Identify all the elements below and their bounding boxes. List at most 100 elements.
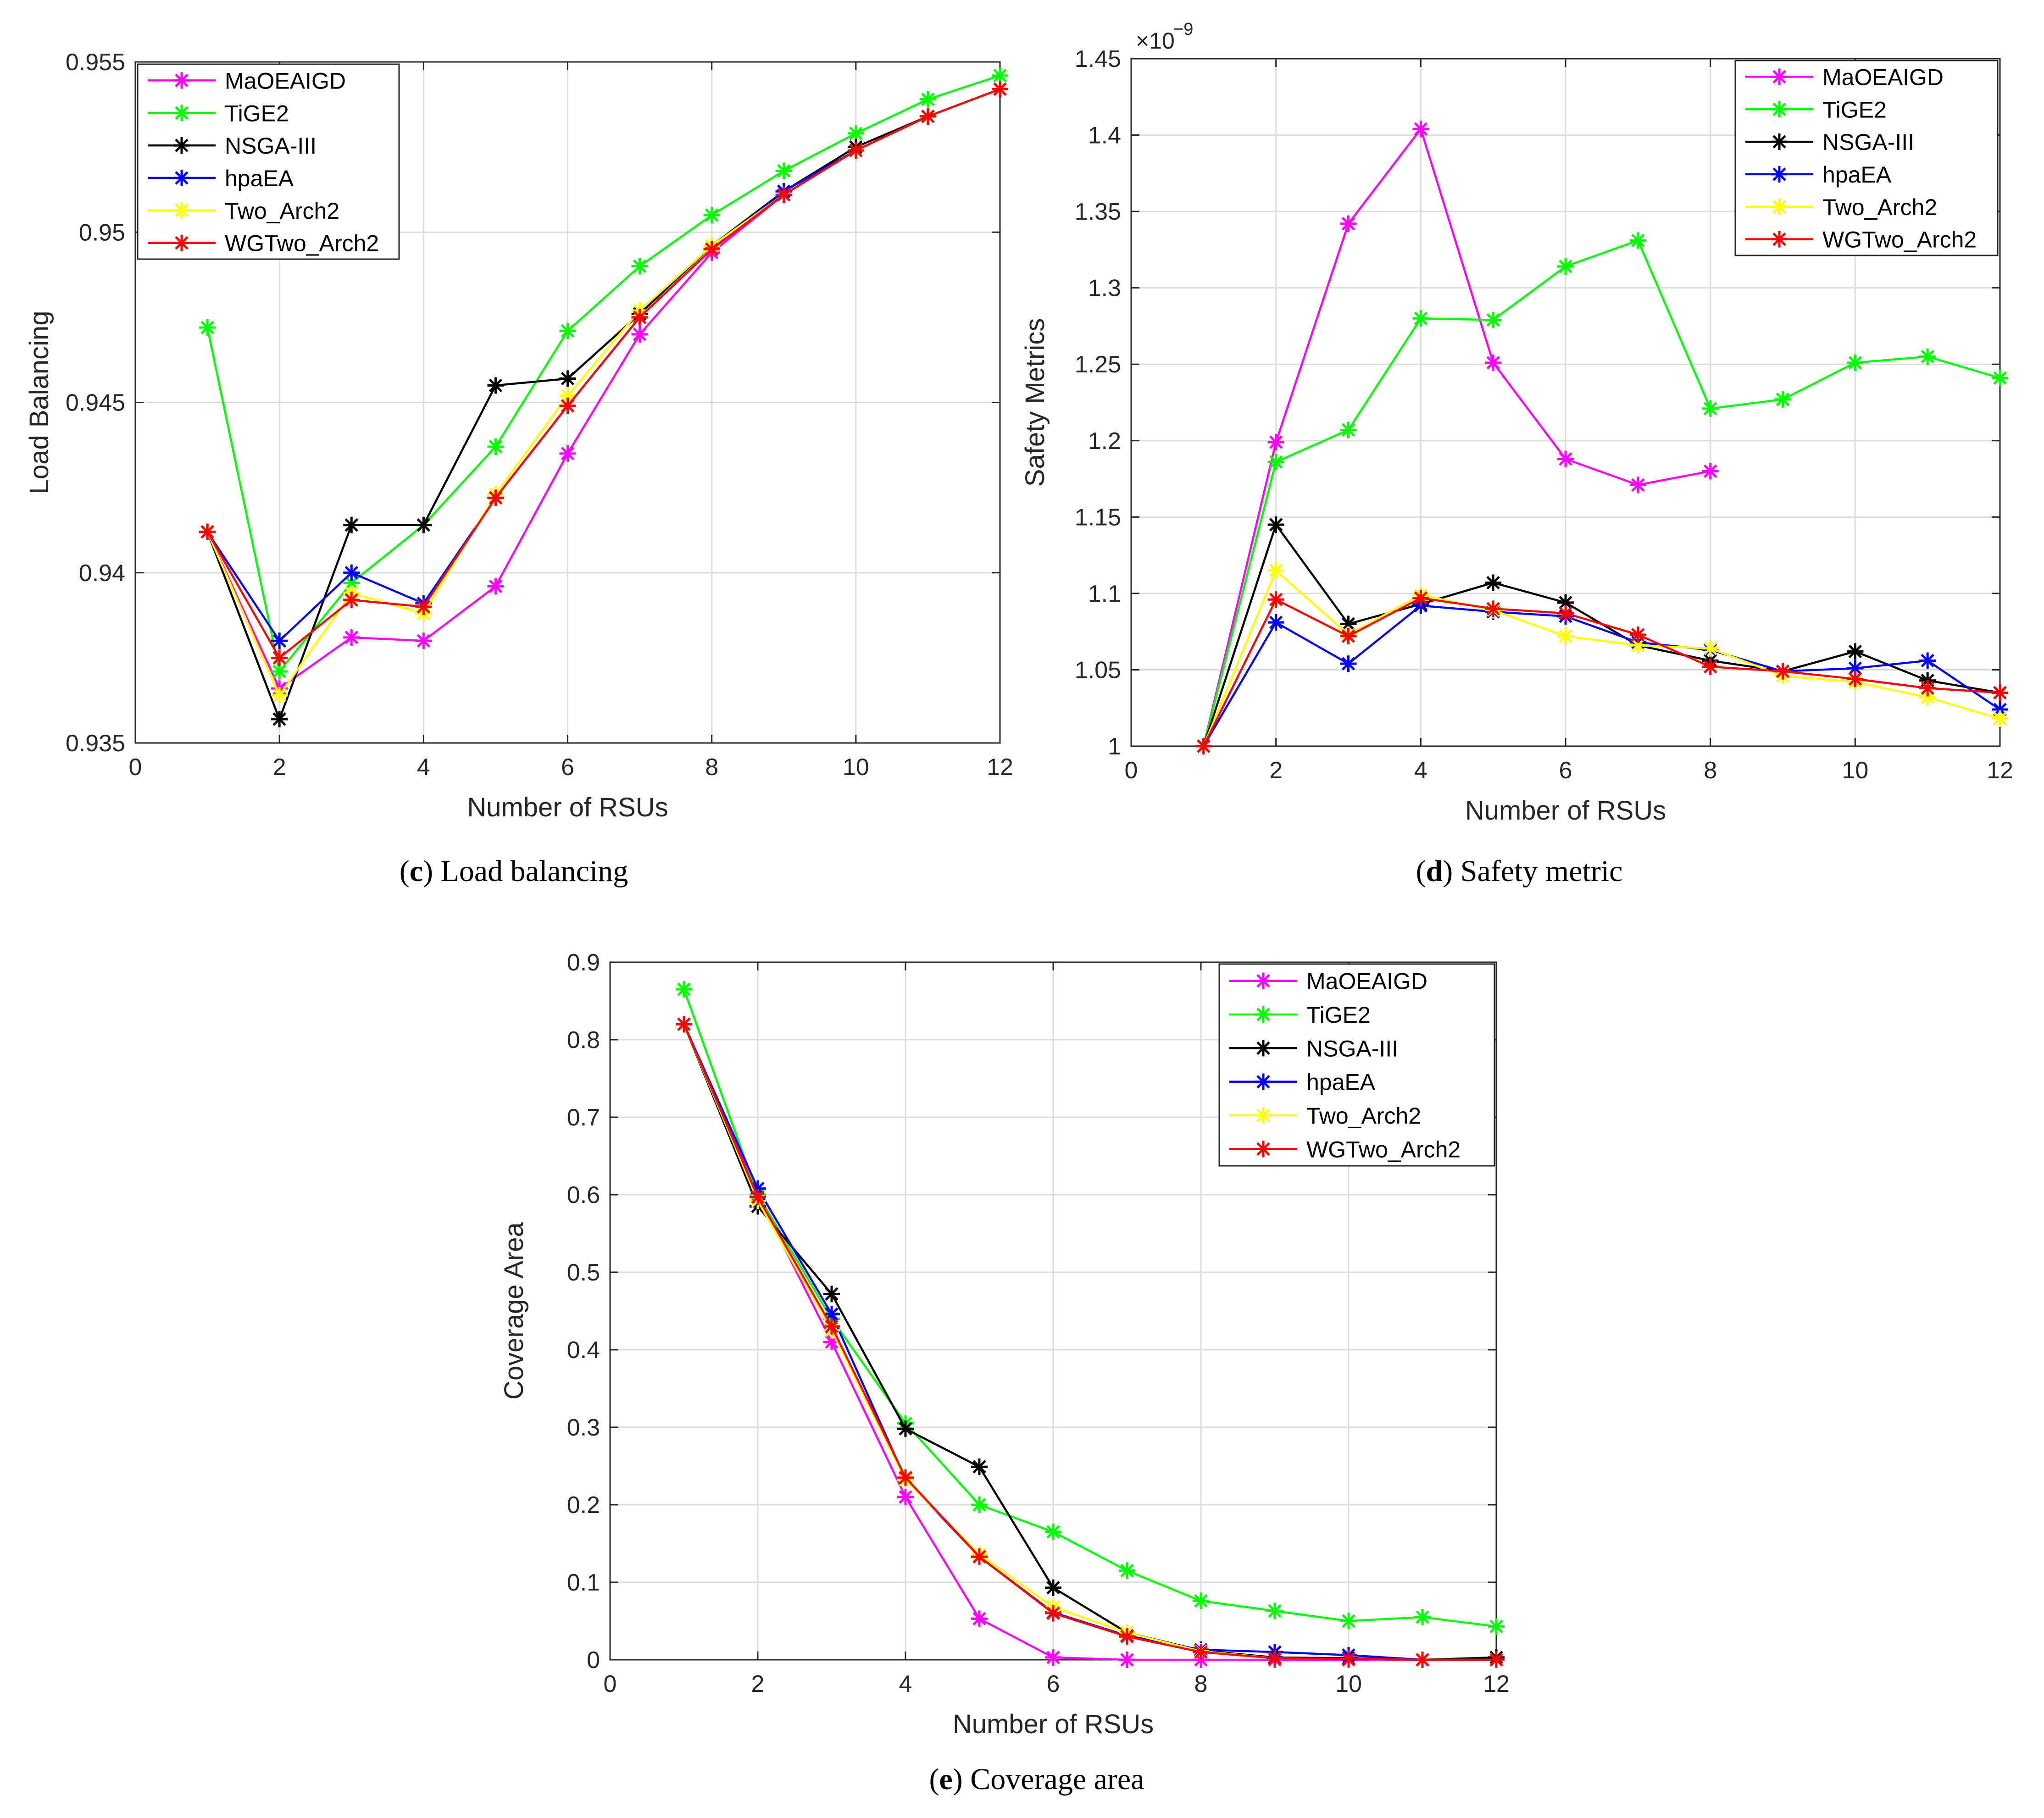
legend-marker <box>1771 231 1788 248</box>
legend-entry: hpaEA <box>225 166 294 191</box>
data-point <box>1485 311 1502 328</box>
data-point <box>343 629 360 646</box>
x-tick-label: 4 <box>417 754 430 781</box>
y-tick-label: 1.3 <box>1088 275 1121 302</box>
data-point <box>343 592 360 609</box>
y-axis-label: Load Balancing <box>24 311 54 494</box>
legend-box <box>1734 60 1999 256</box>
legend-marker <box>173 72 190 89</box>
legend-marker <box>1255 972 1272 989</box>
x-tick-label: 12 <box>987 754 1013 781</box>
legend-box <box>1218 963 1495 1167</box>
y-tick-label: 0.94 <box>79 560 125 587</box>
caption-c: (c) Load balancing <box>399 854 628 888</box>
x-tick-label: 0 <box>129 754 142 781</box>
data-point <box>971 1548 988 1565</box>
y-tick-label: 0.955 <box>66 49 125 76</box>
series-line <box>1202 239 2000 747</box>
legend-entry: TiGE2 <box>225 100 289 126</box>
data-point <box>559 387 576 404</box>
data-point <box>1045 1579 1061 1596</box>
data-point <box>1992 710 2008 727</box>
y-tick-label: 1 <box>1108 733 1121 760</box>
x-tick-label: 6 <box>1559 757 1572 784</box>
y-tick-label: 0.3 <box>567 1414 600 1441</box>
data-point <box>631 258 648 275</box>
data-point <box>1485 600 1502 617</box>
data-point <box>1485 574 1502 591</box>
data-point <box>703 241 720 258</box>
data-point <box>487 489 504 506</box>
x-axis-label: Number of RSUs <box>953 1709 1154 1739</box>
data-point <box>1488 1652 1505 1668</box>
y-axis-label: Safety Metrics <box>1020 318 1050 487</box>
legend: MaOEAIGD TiGE2 NSGA-III hpaEA Two_Arch2 WGTwo… <box>1218 963 1495 1167</box>
legend-entry: MaOEAIGD <box>225 68 346 94</box>
data-point <box>415 516 432 533</box>
data-point <box>1267 516 1284 533</box>
data-point <box>1340 421 1357 438</box>
series-line <box>683 1024 1496 1661</box>
data-point <box>971 1458 988 1475</box>
y-tick-label: 1.2 <box>1088 428 1121 454</box>
series-line <box>683 989 1497 1628</box>
data-point <box>897 1420 914 1437</box>
data-point <box>1847 354 1864 371</box>
data-point <box>1045 1649 1061 1666</box>
data-point <box>1847 671 1864 687</box>
x-tick-label: 10 <box>1842 757 1868 784</box>
data-point <box>1266 1602 1283 1619</box>
data-point <box>415 632 432 649</box>
data-point <box>271 632 288 649</box>
data-point <box>1629 626 1646 643</box>
legend-entry: Two_Arch2 <box>1822 194 1937 220</box>
data-point <box>1557 450 1574 467</box>
data-point <box>919 91 936 108</box>
x-tick-label: 2 <box>1269 757 1283 784</box>
legend-marker <box>1771 166 1788 183</box>
legend-entry: WGTwo_Arch2 <box>225 231 379 256</box>
data-point <box>487 377 504 394</box>
legend-entry: TiGE2 <box>1306 1002 1371 1028</box>
data-point <box>1488 1618 1505 1635</box>
x-tick-label: 8 <box>1194 1671 1208 1697</box>
data-point <box>1267 614 1284 631</box>
legend-entry: NSGA-III <box>1822 129 1914 155</box>
data-point <box>1919 680 1936 697</box>
y-tick-label: 0.95 <box>79 219 125 246</box>
y-tick-label: 0.9 <box>567 949 600 976</box>
data-point <box>1119 1628 1135 1645</box>
chart-e: 0 2 4 6 8 10 12 0 0.1 0.2 0.3 0.4 0.5 0.6 0.7 0.8 0.9 Num… <box>499 949 1510 1739</box>
x-tick-label: 2 <box>751 1671 765 1697</box>
legend-entry: MaOEAIGD <box>1306 969 1427 994</box>
data-point <box>897 1489 914 1506</box>
data-point <box>415 599 432 615</box>
axis-exponent-label: ×10 <box>1136 28 1175 54</box>
caption-d: (d) Safety metric <box>1416 854 1623 888</box>
legend-marker <box>173 234 190 251</box>
data-point <box>823 1334 840 1351</box>
x-axis-label: Number of RSUs <box>1465 796 1666 826</box>
data-point <box>1629 232 1646 249</box>
legend-marker <box>1255 1040 1272 1057</box>
x-tick-label: 8 <box>705 754 718 781</box>
data-point <box>1414 1609 1431 1626</box>
data-point <box>847 125 864 142</box>
legend-marker <box>1771 198 1788 215</box>
data-point <box>1340 655 1357 672</box>
data-point <box>992 81 1008 98</box>
data-point <box>1193 1644 1209 1661</box>
data-point <box>971 1610 988 1627</box>
data-point <box>199 523 216 540</box>
legend: MaOEAIGD TiGE2 NSGA-III hpaEA Two_Arch2 WGTwo… <box>137 63 400 260</box>
data-point <box>1045 1605 1061 1622</box>
legend-marker <box>1255 1073 1272 1090</box>
data-point <box>1119 1562 1135 1579</box>
data-point <box>1702 658 1719 675</box>
series-line <box>1202 569 2000 747</box>
data-point <box>823 1318 840 1335</box>
data-point <box>1414 1652 1431 1668</box>
data-point <box>1557 605 1574 622</box>
data-point <box>631 326 648 343</box>
